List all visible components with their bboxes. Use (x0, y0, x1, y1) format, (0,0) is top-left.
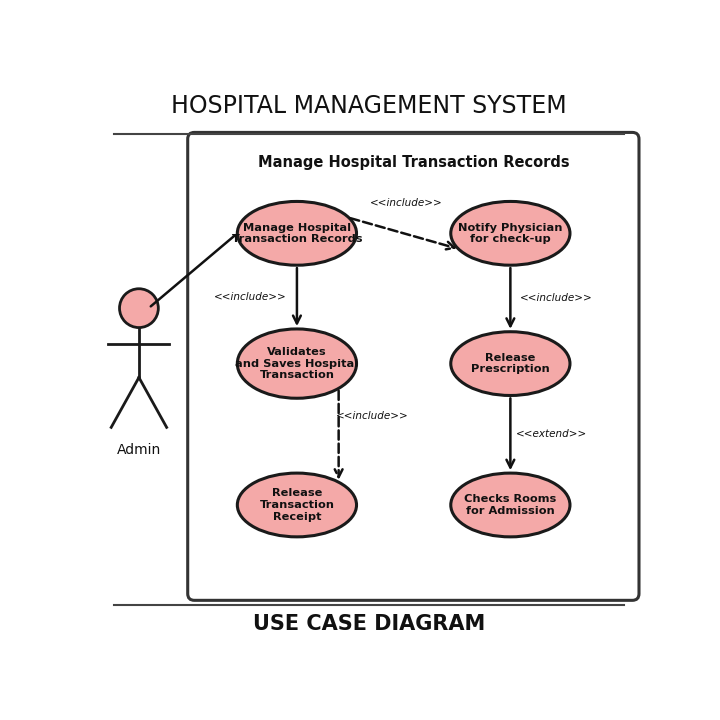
Text: Release
Prescription: Release Prescription (471, 353, 550, 374)
Text: <<include>>: <<include>> (519, 294, 593, 303)
Text: USE CASE DIAGRAM: USE CASE DIAGRAM (253, 614, 485, 634)
Circle shape (120, 289, 158, 328)
Text: <<include>>: <<include>> (213, 292, 286, 302)
Ellipse shape (451, 332, 570, 395)
FancyBboxPatch shape (188, 132, 639, 600)
Text: Validates
and Saves Hospital
Transaction: Validates and Saves Hospital Transaction (235, 347, 359, 380)
Text: Checks Rooms
for Admission: Checks Rooms for Admission (464, 494, 557, 516)
Text: <<extend>>: <<extend>> (516, 429, 588, 439)
Text: Admin: Admin (117, 443, 161, 456)
Text: <<include>>: <<include>> (370, 198, 443, 208)
Text: Release
Transaction
Receipt: Release Transaction Receipt (259, 488, 334, 521)
Text: Notify Physician
for check-up: Notify Physician for check-up (458, 222, 562, 244)
Text: HOSPITAL MANAGEMENT SYSTEM: HOSPITAL MANAGEMENT SYSTEM (171, 94, 567, 118)
Ellipse shape (451, 202, 570, 265)
Ellipse shape (238, 473, 356, 537)
Text: <<include>>: <<include>> (336, 411, 408, 421)
Text: Manage Hospital
Transaction Records: Manage Hospital Transaction Records (232, 222, 362, 244)
Ellipse shape (238, 202, 356, 265)
Text: Manage Hospital Transaction Records: Manage Hospital Transaction Records (258, 155, 570, 170)
Ellipse shape (238, 329, 356, 398)
Ellipse shape (451, 473, 570, 537)
